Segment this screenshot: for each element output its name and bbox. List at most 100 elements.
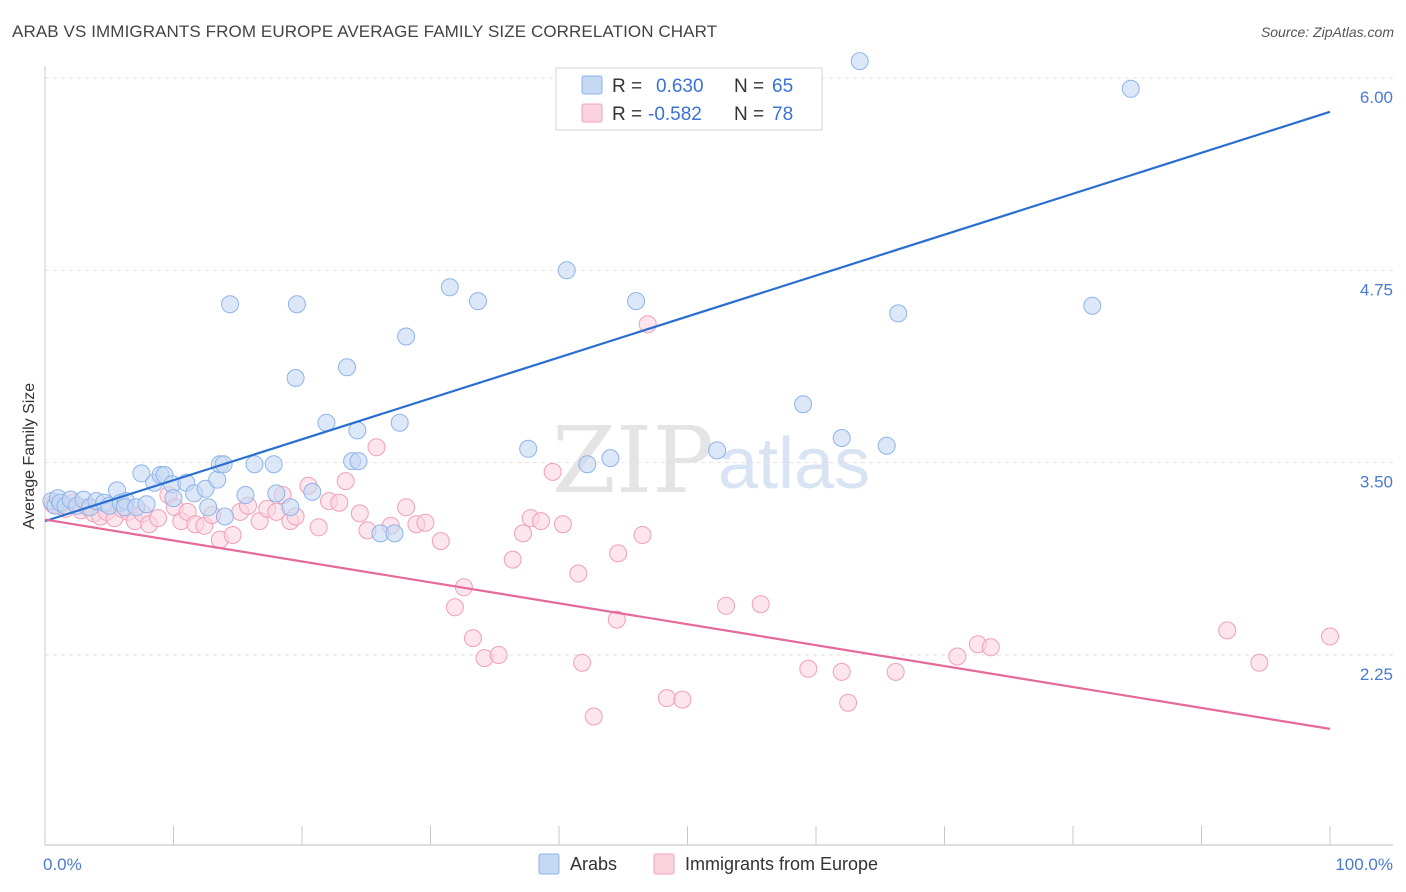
data-point-europe [431,532,450,551]
data-point-arabs [385,524,404,543]
data-point-europe [223,526,242,544]
stats-legend: R = 0.630 N = 65 R = -0.582 N = 78 [555,67,823,131]
data-point-arabs [601,449,620,468]
trend-line-arabs [44,110,1331,523]
chart-title: ARAB VS IMMIGRANTS FROM EUROPE AVERAGE F… [12,22,718,41]
data-point-arabs [132,464,151,483]
data-point-europe [149,509,168,528]
data-point-europe [717,596,736,615]
data-point-europe [948,647,967,666]
source-label: Source: ZipAtlas.com [1260,24,1394,40]
data-point-arabs [164,489,183,508]
data-point-arabs [338,358,356,377]
data-point-arabs [889,304,908,323]
data-point-europe [309,518,328,537]
data-point-arabs [519,439,538,458]
gridlines [45,77,1393,656]
data-point-arabs [850,52,869,71]
data-point-arabs [877,436,896,455]
series-europe-points [43,315,1339,726]
data-point-europe [633,526,652,544]
data-point-europe [981,638,1000,657]
y-tick-label: 3.50 [1360,473,1393,492]
data-point-europe [673,690,692,709]
data-point-arabs [349,452,368,471]
y-tick-label: 2.25 [1360,665,1393,684]
data-point-europe [397,498,416,517]
y-tick-label: 6.00 [1360,88,1393,107]
data-point-arabs [137,495,156,514]
x-tick-marks [44,66,1331,845]
data-point-europe [839,693,858,712]
data-point-arabs [286,369,305,387]
data-point-europe [886,662,905,681]
data-point-europe [503,550,522,569]
data-point-europe [336,472,355,491]
series-arabs-points [42,52,1140,543]
data-point-arabs [1083,296,1102,315]
watermark: ZIP atlas [552,407,870,514]
data-point-europe [350,504,369,523]
data-point-arabs [236,486,255,504]
data-point-europe [367,438,386,457]
data-point-europe [607,610,626,629]
legend-r-label-arabs: R = [612,76,642,97]
data-point-europe [751,595,770,614]
data-point-arabs [303,482,322,501]
data-point-europe [463,629,482,648]
legend-n-label-arabs: N = [734,76,764,97]
legend-r-value-europe: -0.582 [648,104,702,125]
data-point-arabs [397,327,416,346]
data-point-europe [832,662,851,681]
data-point-arabs [390,413,409,432]
legend-n-value-europe: 78 [772,104,793,125]
data-point-arabs [287,295,306,314]
legend-r-label-europe: R = [612,104,642,125]
y-tick-label: 4.75 [1360,280,1393,299]
data-point-arabs [708,441,727,460]
data-point-europe [573,653,592,672]
data-point-europe [1218,621,1237,640]
y-axis-label: Average Family Size [21,383,38,530]
x-tick-label-max: 100.0% [1335,855,1393,874]
data-point-arabs [794,395,813,414]
bottom-legend-label-arabs: Arabs [570,854,617,874]
data-point-arabs [267,484,286,503]
bottom-legend-label-europe: Immigrants from Europe [685,854,878,874]
data-point-arabs [245,455,264,474]
data-point-europe [543,462,562,481]
data-point-arabs [627,292,646,311]
data-point-arabs [208,470,227,489]
data-point-europe [1321,627,1339,646]
data-point-arabs [264,455,283,474]
x-tick-label-min: 0.0% [43,855,82,874]
data-point-europe [584,707,603,726]
data-point-arabs [557,261,576,280]
data-point-arabs [199,498,218,517]
data-point-europe [609,544,628,563]
legend-n-value-arabs: 65 [772,76,793,97]
data-point-europe [799,659,818,678]
data-point-arabs [578,455,597,474]
data-point-arabs [440,278,459,297]
data-point-europe [1250,653,1269,672]
data-point-europe [416,513,435,532]
data-point-europe [514,524,532,543]
data-point-europe [569,564,588,583]
data-point-arabs [1121,79,1140,98]
watermark-zip: ZIP [552,407,714,514]
legend-swatch-arabs [581,75,603,95]
data-point-europe [445,598,464,617]
data-point-europe [553,515,572,534]
y-tick-labels: 2.25 3.50 4.75 6.00 [1360,88,1393,684]
data-point-europe [330,493,349,512]
legend-r-value-arabs: 0.630 [656,76,704,97]
legend-n-label-europe: N = [734,104,764,125]
data-point-arabs [215,507,234,526]
bottom-legend-swatch-europe [653,853,675,875]
data-point-europe [532,512,550,531]
legend-swatch-europe [581,103,603,123]
data-point-arabs [281,498,300,517]
series-legend: Arabs Immigrants from Europe [538,853,878,875]
